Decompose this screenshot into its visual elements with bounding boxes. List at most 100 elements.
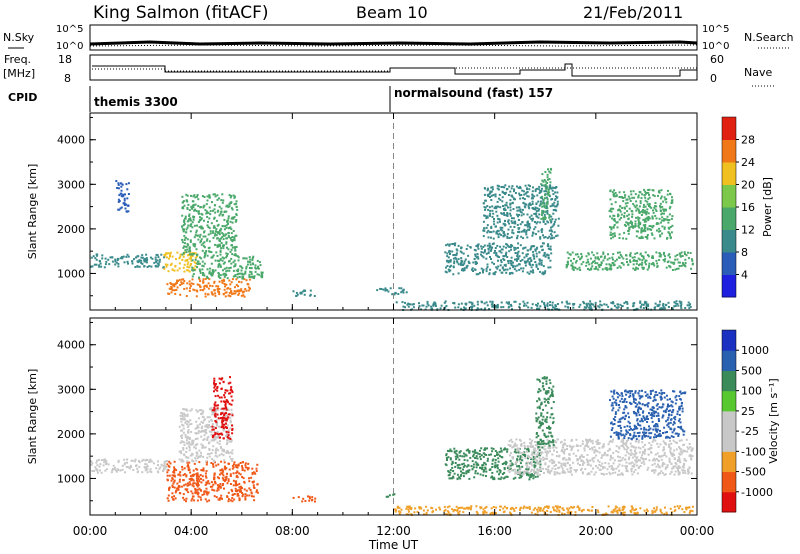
data-cell [544, 270, 547, 273]
data-cell [126, 260, 129, 263]
data-cell [204, 295, 207, 298]
data-cell [226, 246, 228, 249]
data-cell [234, 253, 237, 256]
data-cell [196, 255, 198, 258]
data-cell [210, 430, 213, 433]
data-cell [562, 444, 565, 447]
data-cell [637, 220, 640, 223]
data-cell [531, 203, 534, 205]
data-cell [186, 226, 189, 229]
data-cell [507, 206, 509, 209]
data-cell [509, 267, 512, 270]
data-cell [118, 200, 121, 202]
data-cell [536, 468, 539, 471]
data-cell [556, 191, 559, 194]
data-cell [672, 262, 675, 265]
data-cell [627, 452, 630, 455]
data-cell [523, 444, 526, 447]
data-cell [210, 418, 213, 421]
data-cell [651, 233, 654, 236]
data-cell [511, 217, 513, 220]
data-cell [169, 251, 172, 254]
data-cell [534, 461, 537, 464]
data-cell [668, 459, 671, 462]
data-cell [182, 479, 185, 482]
data-cell [299, 291, 302, 294]
data-cell [483, 250, 486, 253]
data-cell [119, 469, 122, 472]
data-cell [511, 231, 514, 234]
data-cell [657, 194, 659, 197]
data-cell [610, 210, 613, 213]
data-cell [208, 278, 211, 281]
data-cell [548, 178, 551, 181]
data-cell [476, 253, 479, 255]
data-cell [548, 188, 550, 191]
data-cell [622, 257, 625, 260]
data-cell [631, 445, 634, 448]
data-cell [445, 457, 448, 459]
data-cell [181, 241, 184, 244]
data-cell [509, 225, 512, 228]
data-cell [186, 265, 189, 268]
y-tick-label: 2000 [57, 223, 85, 236]
data-cell [201, 425, 204, 428]
data-cell [425, 305, 428, 308]
data-cell [434, 305, 437, 307]
data-cell [602, 443, 605, 446]
data-cell [384, 287, 387, 290]
y-tick-label: 3000 [57, 178, 85, 191]
data-cell [137, 460, 140, 462]
data-cell [229, 376, 231, 379]
data-cell [535, 215, 538, 218]
data-cell [560, 440, 563, 443]
data-cell [192, 460, 195, 463]
data-cell [668, 457, 671, 460]
data-cell [618, 208, 621, 211]
data-cell [645, 213, 648, 216]
data-cell [218, 473, 221, 476]
data-cell [668, 232, 671, 235]
data-cell [544, 194, 546, 197]
data-cell [203, 434, 206, 437]
data-cell [172, 471, 175, 474]
data-cell [185, 475, 188, 478]
data-cell [598, 468, 601, 471]
data-cell [215, 464, 218, 467]
data-cell [230, 386, 233, 389]
data-cell [586, 461, 589, 463]
data-cell [619, 266, 622, 269]
data-cell [671, 307, 674, 310]
data-cell [476, 307, 479, 310]
data-cell [213, 436, 216, 438]
data-cell [498, 269, 501, 272]
data-cell [191, 255, 194, 257]
data-cell [231, 494, 234, 497]
data-cell [211, 485, 214, 488]
data-cell [491, 462, 494, 465]
data-cell [551, 203, 554, 206]
data-cell [586, 473, 589, 476]
data-cell [659, 253, 662, 256]
data-cell [653, 306, 656, 309]
data-cell [515, 258, 518, 261]
data-cell [536, 462, 539, 465]
data-cell [461, 471, 464, 474]
data-cell [504, 191, 507, 194]
data-cell [608, 471, 611, 474]
freq-panel: Freq. [MHz] 18 8 60 0 Nave [3, 53, 774, 87]
data-cell [222, 381, 225, 384]
data-cell [117, 265, 120, 268]
data-cell [653, 206, 656, 209]
data-cell [515, 259, 518, 262]
data-cell [460, 261, 463, 264]
data-cell [668, 227, 671, 230]
data-cell [222, 234, 225, 237]
data-cell [116, 187, 119, 189]
data-cell [221, 470, 224, 473]
data-cell [190, 423, 193, 425]
data-cell [508, 245, 511, 248]
data-cell [190, 194, 192, 197]
data-cell [311, 496, 314, 499]
data-cell [248, 278, 251, 281]
